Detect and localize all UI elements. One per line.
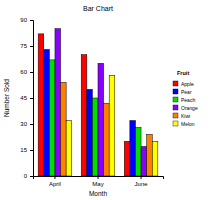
legend-swatch	[173, 89, 178, 94]
y-tick-label: 60	[20, 69, 27, 75]
y-tick-label: 0	[24, 173, 28, 179]
y-tick-label: 90	[20, 17, 27, 23]
x-tick-label: May	[92, 181, 103, 187]
legend-item: Melon	[173, 121, 195, 127]
legend-swatch	[173, 81, 178, 86]
bar	[109, 75, 115, 176]
legend-item: Orange	[173, 105, 198, 111]
y-tick-label: 45	[20, 95, 27, 101]
y-tick-mark	[30, 72, 33, 73]
bar	[141, 147, 147, 176]
bar	[66, 121, 72, 176]
bar	[44, 49, 50, 176]
legend-swatch	[173, 121, 178, 126]
plot: 0 15 30 45 60 75 90 April May June	[20, 17, 163, 187]
x-axis-title: Month	[89, 190, 107, 197]
bar	[98, 63, 104, 176]
legend-label: Apple	[181, 81, 194, 87]
legend-item: Kiwi	[173, 113, 190, 119]
legend-item: Peach	[173, 97, 195, 103]
legend-swatch	[173, 97, 178, 102]
bars	[38, 29, 158, 176]
x-tick-label: June	[135, 181, 149, 187]
legend-item: Pear	[173, 89, 192, 95]
bar	[38, 34, 44, 176]
x-tick: April	[49, 176, 61, 187]
y-tick: 90	[20, 17, 33, 23]
y-tick-mark	[30, 20, 33, 21]
y-tick: 30	[20, 121, 33, 127]
y-tick-mark	[30, 124, 33, 125]
legend-swatch	[173, 113, 178, 118]
bar	[81, 55, 87, 176]
y-tick: 0	[24, 173, 33, 179]
y-tick: 60	[20, 69, 33, 75]
x-tick-mark	[141, 176, 142, 179]
y-tick-label: 75	[20, 43, 27, 49]
y-tick-mark	[30, 176, 33, 177]
legend-label: Melon	[181, 121, 195, 127]
y-axis: 0 15 30 45 60 75 90	[20, 17, 33, 179]
title: Bar Chart	[83, 5, 113, 12]
bar	[61, 82, 67, 176]
legend: Fruit Apple Pear Peach Orange Kiwi Melon	[173, 70, 198, 127]
bar	[135, 127, 141, 176]
legend-item: Apple	[173, 81, 194, 87]
legend-label: Pear	[181, 89, 192, 95]
legend-title: Fruit	[177, 70, 189, 76]
bar	[124, 141, 130, 176]
x-tick: June	[135, 176, 149, 187]
bar	[87, 89, 93, 176]
y-tick-mark	[30, 150, 33, 151]
legend-label: Orange	[181, 105, 198, 111]
bar	[152, 141, 158, 176]
x-tick-mark	[98, 176, 99, 179]
bar	[104, 103, 110, 176]
legend-label: Peach	[181, 97, 195, 103]
chart: 0 15 30 45 60 75 90 April May June Bar Chart Month N…	[0, 0, 220, 200]
legend-swatch	[173, 105, 178, 110]
y-tick-label: 15	[20, 147, 27, 153]
bar	[49, 60, 55, 176]
bar	[55, 29, 61, 176]
y-tick-mark	[30, 98, 33, 99]
y-tick-label: 30	[20, 121, 27, 127]
y-tick: 15	[20, 147, 33, 153]
x-tick-mark	[54, 176, 55, 179]
bar	[147, 134, 153, 176]
x-tick: May	[92, 176, 103, 187]
x-axis-line	[34, 177, 164, 180]
y-tick: 45	[20, 95, 33, 101]
bar	[130, 121, 136, 176]
y-tick-mark	[30, 46, 33, 47]
x-tick-label: April	[49, 181, 61, 187]
y-axis-line	[30, 21, 34, 177]
bar	[92, 98, 98, 176]
y-tick: 75	[20, 43, 33, 49]
x-axis: April May June	[34, 176, 164, 187]
y-axis-title: Number Sold	[3, 79, 10, 117]
legend-label: Kiwi	[181, 113, 190, 119]
